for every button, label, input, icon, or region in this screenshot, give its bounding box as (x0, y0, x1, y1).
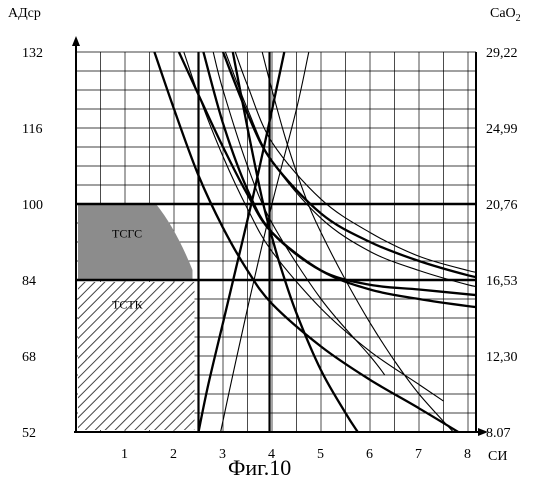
x-tick-label: 8 (464, 447, 471, 462)
series-curve-3 (203, 52, 492, 297)
right-tick-label: 16,53 (486, 274, 518, 289)
right-tick-label: 8.07 (486, 426, 511, 441)
region-label-tsgs: ТСГС (112, 226, 142, 240)
region-tsgs (78, 204, 193, 280)
x-tick-label: 5 (317, 447, 324, 462)
region-label-tstk: ТСТК (112, 298, 144, 312)
right-axis-label: CaO2 (490, 6, 521, 24)
left-tick-label: 100 (22, 198, 43, 213)
left-tick-label: 68 (22, 350, 36, 365)
left-tick-label: 132 (22, 46, 43, 61)
left-tick-label: 84 (22, 274, 36, 289)
left-axis-label: АДср (8, 6, 41, 21)
right-axis-label-main: CaO (490, 6, 516, 21)
x-tick-label: 6 (366, 447, 373, 462)
right-tick-label: 24,99 (486, 122, 518, 137)
figure-caption: Фиг.10 (228, 455, 291, 480)
left-tick-label: 52 (22, 426, 36, 441)
x-axis-label: СИ (488, 449, 507, 464)
right-tick-label: 12,30 (486, 350, 518, 365)
x-tick-label: 7 (415, 447, 422, 462)
x-tick-label: 1 (121, 447, 128, 462)
right-tick-label: 20,76 (486, 198, 518, 213)
left-axis-arrow (72, 36, 80, 46)
left-tick-label: 116 (22, 122, 42, 137)
right-tick-label: 29,22 (486, 46, 518, 61)
x-tick-label: 3 (219, 447, 226, 462)
x-tick-label: 2 (170, 447, 177, 462)
series-curve-8 (225, 52, 492, 290)
right-axis-label-sub: 2 (516, 13, 521, 24)
